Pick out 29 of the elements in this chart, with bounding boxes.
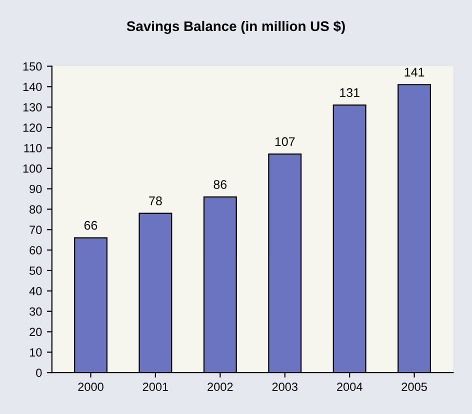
y-tick-label: 70 — [30, 226, 42, 234]
y-tick-label: 60 — [30, 246, 42, 254]
y-tick-label: 120 — [23, 124, 42, 132]
y-tick-label: 0 — [36, 368, 42, 377]
y-tick-label: 100 — [23, 164, 42, 173]
data-label: 141 — [404, 68, 424, 76]
data-label: 66 — [84, 220, 98, 230]
y-tick-label: 20 — [30, 328, 42, 336]
y-tick-label: 130 — [23, 103, 42, 112]
chart-title: Savings Balance (in million US $) — [126, 20, 345, 34]
data-label: 131 — [340, 88, 360, 98]
x-tick-label: 2000 — [78, 382, 104, 391]
y-tick-label: 40 — [29, 286, 42, 296]
y-tick-label: 10 — [30, 348, 42, 357]
x-tick-label: 2001 — [142, 382, 168, 391]
data-label: 78 — [149, 196, 162, 206]
y-tick-label: 140 — [23, 82, 42, 92]
y-tick-label: 30 — [30, 307, 42, 316]
y-tick-label: 50 — [30, 266, 42, 275]
x-tick-label: 2004 — [337, 382, 362, 391]
y-tick-label: 150 — [23, 62, 42, 71]
data-label: 107 — [275, 137, 295, 146]
x-tick-label: 2003 — [272, 382, 298, 391]
x-tick-label: 2005 — [402, 382, 427, 391]
y-tick-label: 90 — [30, 184, 42, 194]
y-tick-label: 80 — [30, 205, 42, 214]
y-tick-label: 110 — [24, 144, 42, 152]
x-tick-label: 2002 — [208, 382, 233, 391]
data-label: 86 — [214, 180, 227, 189]
